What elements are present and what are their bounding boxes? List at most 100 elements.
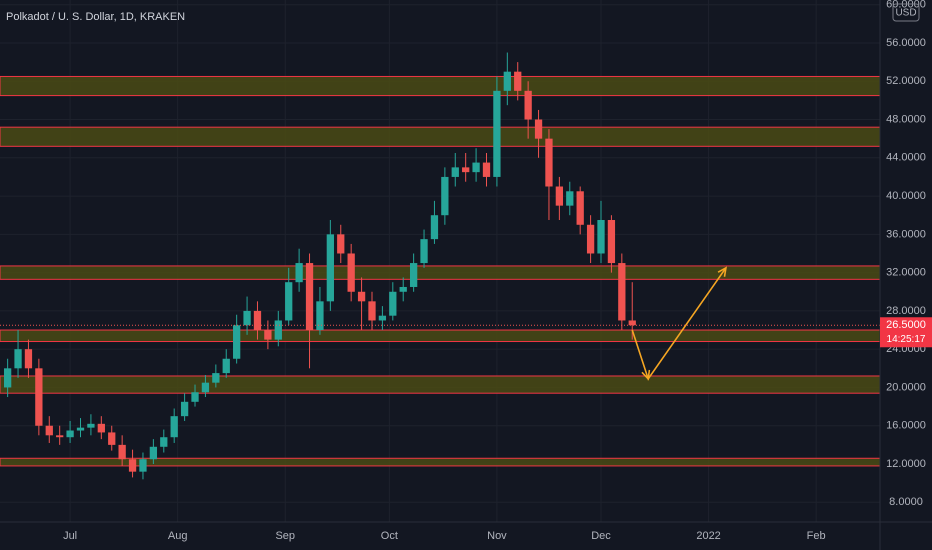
y-tick-label: 32.0000	[886, 267, 926, 279]
y-tick-label: 8.0000	[889, 496, 923, 508]
candle-body	[472, 162, 480, 173]
currency: USD	[895, 8, 916, 19]
candle-body	[347, 253, 355, 292]
y-tick-label: 16.0000	[886, 420, 926, 432]
candle-body	[576, 191, 584, 225]
candle-body	[243, 310, 251, 326]
candle-body	[316, 301, 324, 331]
zone	[0, 375, 881, 394]
x-tick-label: Sep	[275, 530, 295, 542]
candle-body	[285, 282, 293, 321]
x-tick-label: Nov	[487, 530, 507, 542]
candle-body	[503, 71, 511, 91]
candle-body	[87, 423, 95, 428]
candle-body	[45, 425, 53, 436]
candle-body	[253, 310, 262, 331]
candle-body	[180, 401, 189, 417]
candle-body	[378, 315, 387, 321]
countdown: 14:25:17	[887, 334, 926, 345]
candle-body	[409, 263, 418, 287]
candle-body	[108, 432, 116, 445]
candle-body	[212, 373, 220, 383]
candle-body	[35, 368, 43, 426]
candle-body	[14, 349, 22, 369]
candle-body	[534, 119, 543, 139]
candle-body	[337, 234, 345, 254]
candle-body	[628, 320, 636, 326]
candle-body	[555, 186, 564, 206]
y-tick-label: 20.0000	[886, 381, 926, 393]
candle-body	[274, 320, 282, 340]
candle-body	[482, 162, 491, 177]
arrow-head	[717, 266, 727, 277]
candle-body	[566, 191, 574, 206]
candle-body	[97, 423, 105, 433]
last-price-box	[880, 317, 932, 348]
y-tick-label: 36.0000	[886, 228, 926, 240]
candle-body	[56, 435, 64, 438]
y-tick-label: 60.0000	[886, 0, 926, 11]
x-tick-label: Oct	[381, 530, 398, 542]
candle-body	[160, 437, 168, 447]
candle-body	[618, 263, 626, 321]
zone	[0, 329, 881, 343]
candle-body	[514, 71, 522, 91]
zone	[0, 265, 881, 280]
x-tick-label: Dec	[591, 530, 611, 542]
candle-body	[430, 215, 439, 240]
plot	[0, 52, 881, 480]
zone	[0, 75, 881, 97]
zone	[0, 126, 881, 147]
candle-body	[66, 430, 74, 438]
candle-body	[607, 219, 616, 264]
candle-body	[368, 301, 376, 321]
candle-body	[222, 358, 230, 374]
axes: 8.000012.000016.000020.000024.000028.000…	[63, 0, 932, 542]
x-tick-label: 2022	[696, 530, 720, 542]
candle-body	[3, 368, 12, 388]
currency-box	[892, 3, 920, 22]
candle-body	[545, 138, 553, 187]
candle-body	[170, 416, 178, 438]
candle-body	[149, 446, 158, 460]
candle-body	[305, 263, 314, 331]
candle-body	[399, 286, 407, 292]
candle-body	[389, 291, 397, 316]
candle-body	[597, 219, 605, 254]
candle-body	[524, 90, 532, 120]
candle-body	[357, 291, 366, 302]
candle-body	[586, 224, 595, 254]
candle-body	[264, 330, 272, 340]
y-tick-label: 44.0000	[886, 152, 926, 164]
candle-body	[24, 349, 33, 369]
x-tick-label: Jul	[63, 530, 77, 542]
x-tick-label: Aug	[168, 530, 188, 542]
y-tick-label: 56.0000	[886, 37, 926, 49]
candle-body	[128, 459, 137, 472]
arrow-head	[641, 369, 651, 381]
candle-body	[420, 239, 428, 264]
y-tick-label: 28.0000	[886, 305, 926, 317]
candle-body	[326, 234, 334, 302]
candle-body	[295, 263, 303, 283]
candle-body	[118, 444, 126, 460]
y-tick-label: 12.0000	[886, 458, 926, 470]
grid	[0, 0, 880, 522]
candle-body	[462, 167, 470, 173]
candle-body	[493, 90, 501, 177]
candle-body	[451, 167, 459, 177]
candle-body	[139, 459, 147, 472]
last-price-label: 26.5000	[886, 319, 926, 331]
x-tick-label: Feb	[807, 530, 826, 542]
chart-title: Polkadot / U. S. Dollar, 1D, KRAKEN	[6, 11, 185, 23]
y-tick-label: 40.0000	[886, 190, 926, 202]
candle-body	[76, 427, 85, 431]
y-tick-label: 48.0000	[886, 113, 926, 125]
candle-body	[441, 176, 449, 216]
y-tick-label: 52.0000	[886, 75, 926, 87]
candle-body	[201, 382, 210, 393]
candle-body	[191, 392, 199, 402]
candle-body	[233, 325, 241, 359]
